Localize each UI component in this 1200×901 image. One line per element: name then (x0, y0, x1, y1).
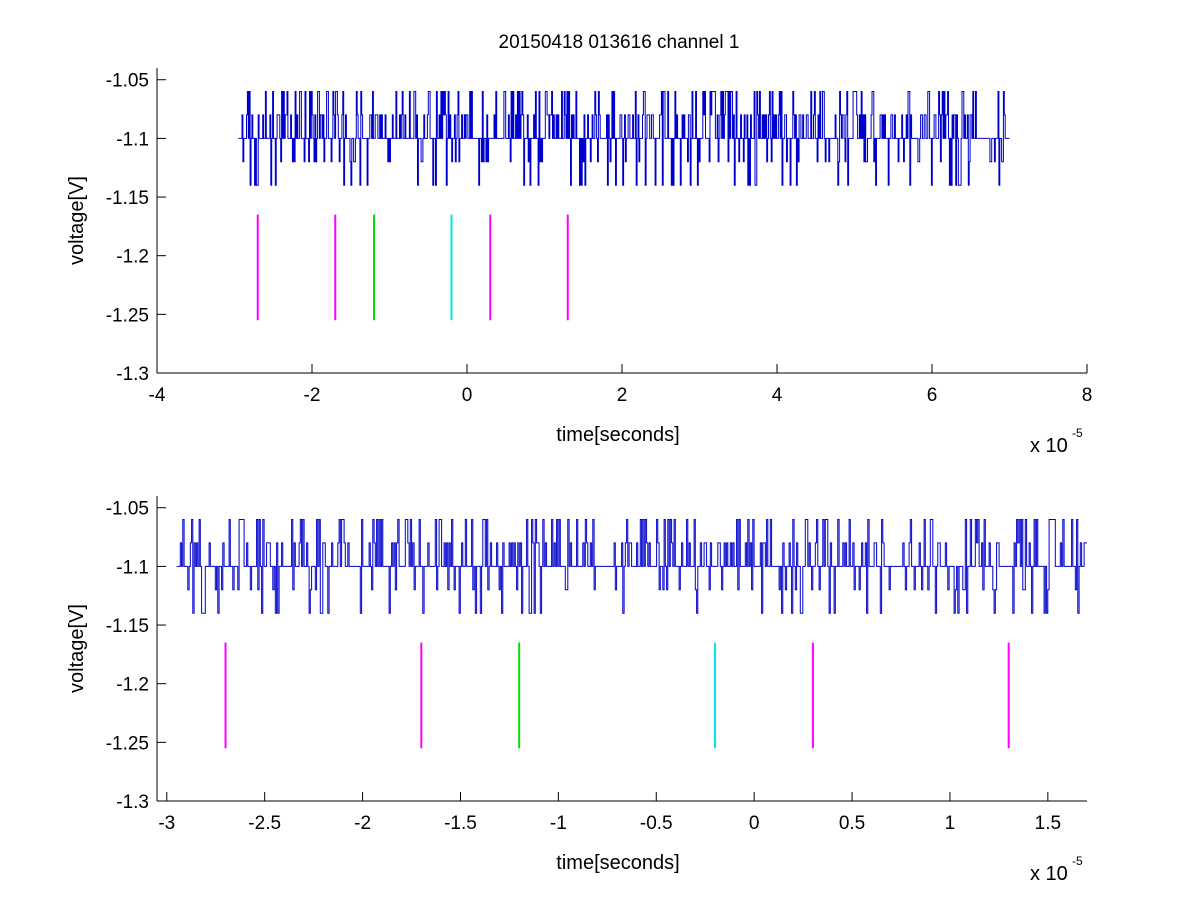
top-x-tick-label: 0 (462, 385, 473, 406)
bottom-x-tick-label: -0.5 (640, 813, 673, 834)
top-panel: -4 -2 0 2 4 6 8 -1.3 -1.25 -1.2 -1.15 -1.1 -1.05 time… (66, 68, 1092, 457)
bottom-y-tick-label: -1.2 (116, 675, 149, 696)
top-y-tick-label: -1.2 (116, 247, 149, 268)
chart-title: 20150418 013616 channel 1 (499, 32, 740, 53)
top-y-tick-label: -1.3 (116, 364, 149, 385)
bottom-x-tick-label: -2.5 (248, 813, 281, 834)
top-x-tick-label: 6 (927, 385, 938, 406)
bottom-x-multiplier-exponent: -5 (1072, 854, 1083, 868)
bottom-x-tick-label: -1.5 (444, 813, 477, 834)
bottom-x-tick-label: 1 (945, 813, 956, 834)
bottom-y-tick-label: -1.25 (106, 733, 149, 754)
top-y-tick-label: -1.25 (106, 305, 149, 326)
bottom-signal-trace (176, 519, 1087, 614)
bottom-y-axis-label: voltage[V] (66, 604, 88, 693)
bottom-y-tick-label: -1.1 (116, 557, 149, 578)
bottom-x-tick-label: -2 (354, 813, 371, 834)
bottom-y-tick-label: -1.05 (106, 499, 149, 520)
bottom-x-axis-label: time[seconds] (556, 852, 679, 874)
top-signal-trace (238, 91, 1010, 186)
top-x-tick-label: -2 (304, 385, 321, 406)
bottom-y-tick-label: -1.15 (106, 616, 149, 637)
top-x-tick-label: 4 (772, 385, 783, 406)
bottom-y-tick-label: -1.3 (116, 792, 149, 813)
top-y-tick-label: -1.1 (116, 129, 149, 150)
top-x-tick-label: 2 (617, 385, 628, 406)
bottom-x-tick-label: -1 (550, 813, 567, 834)
top-x-tick-label: -4 (149, 385, 166, 406)
top-y-tick-label: -1.05 (106, 71, 149, 92)
top-x-tick-label: 8 (1082, 385, 1093, 406)
bottom-x-tick-label: 0 (749, 813, 760, 834)
top-x-multiplier: x 10 (1030, 435, 1068, 457)
bottom-x-multiplier: x 10 (1030, 863, 1068, 885)
top-y-tick-label: -1.15 (106, 188, 149, 209)
bottom-x-tick-label: 1.5 (1035, 813, 1061, 834)
bottom-x-tick-label: -3 (158, 813, 175, 834)
top-x-multiplier-exponent: -5 (1072, 426, 1083, 440)
bottom-x-tick-label: 0.5 (839, 813, 865, 834)
bottom-panel: -3 -2.5 -2 -1.5 -1 -0.5 0 0.5 1 1.5 -1.3 -1.25 -1.2 -… (66, 496, 1087, 885)
top-y-axis-label: voltage[V] (66, 176, 88, 265)
top-x-axis-label: time[seconds] (556, 424, 679, 446)
